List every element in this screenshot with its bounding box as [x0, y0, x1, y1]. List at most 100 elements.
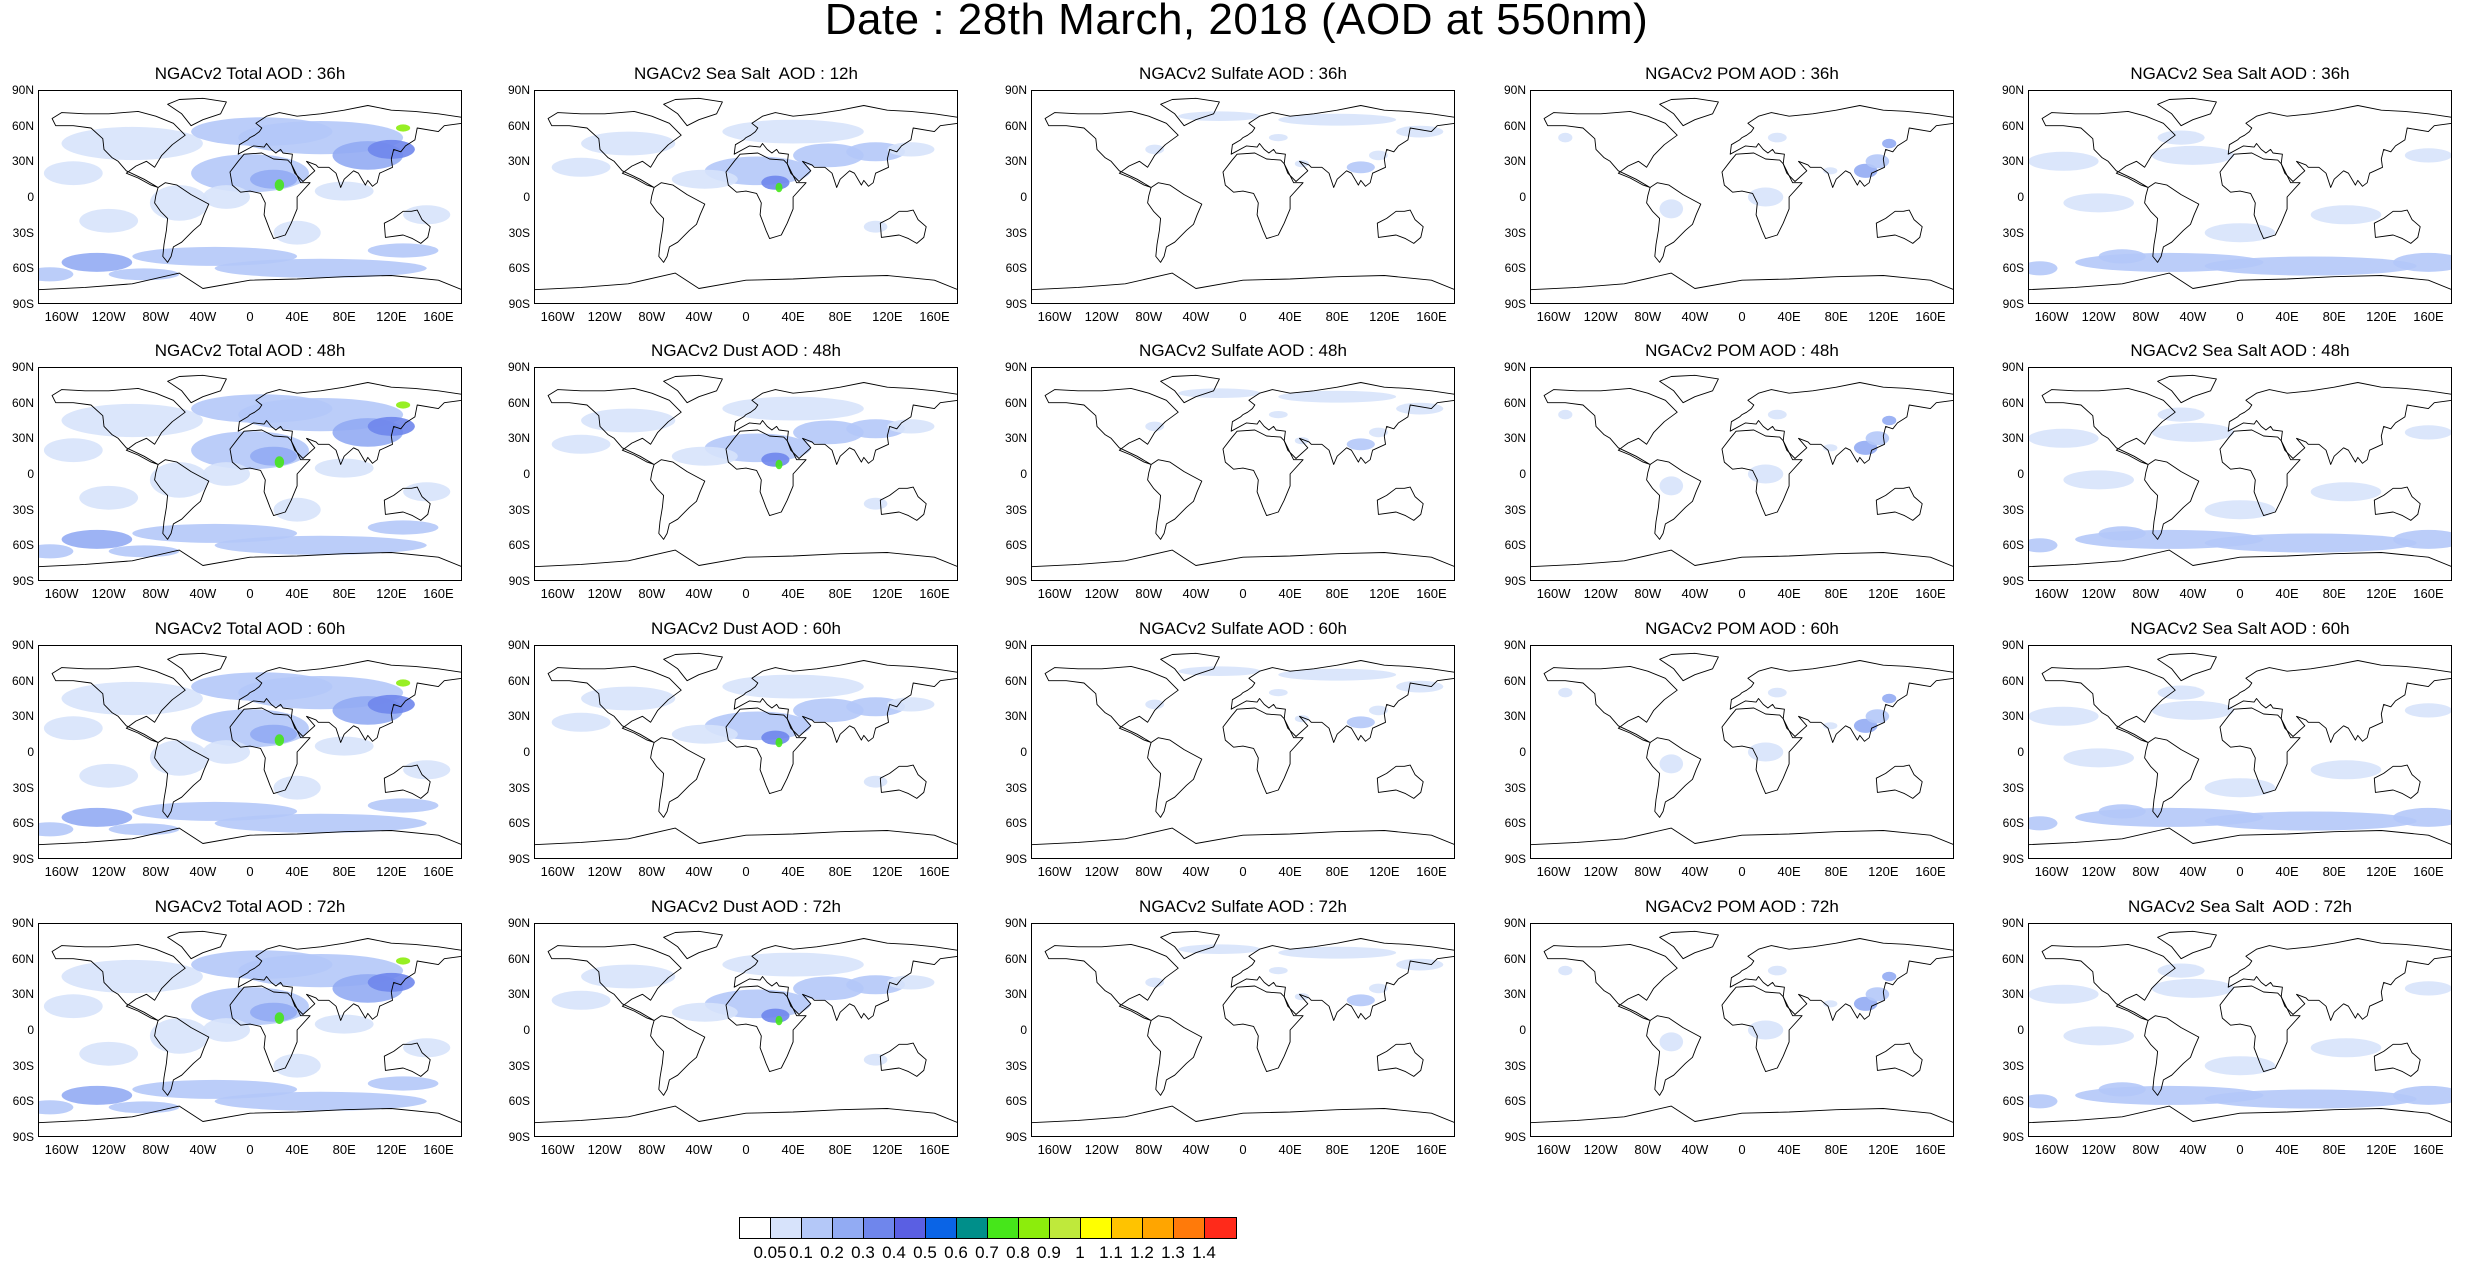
aod-map-plot [1031, 652, 1455, 859]
world-map [1031, 90, 1455, 304]
coastline [1721, 152, 1803, 240]
lon-tick-label: 40E [781, 309, 805, 324]
coastline [2028, 272, 2452, 304]
lon-tick-label: 80W [1135, 309, 1163, 324]
coastline [237, 105, 462, 188]
lat-tick-label: 90N [1004, 83, 1027, 97]
lat-tick-label: 30N [1004, 154, 1027, 169]
aod-contour [367, 1076, 439, 1091]
lat-tick-label: 30N [507, 709, 530, 724]
coastline [650, 737, 706, 818]
aod-contour [314, 1014, 374, 1034]
world-map [534, 923, 958, 1137]
world-map [38, 923, 462, 1137]
map-frame [1530, 923, 1954, 1137]
lat-tick-label: 90S [2002, 297, 2024, 311]
lat-tick-label: 90S [1005, 852, 1027, 866]
aod-map-plot [38, 97, 462, 304]
coastline [1659, 97, 1719, 127]
lon-tick-label: 160E [1416, 586, 1447, 601]
aod-contour [2028, 984, 2099, 1004]
lat-tick-label: 60S [1005, 538, 1027, 553]
lat-tick-label: 30N [507, 987, 530, 1002]
lat-tick-label: 30N [2001, 431, 2024, 446]
aod-contour [1659, 476, 1684, 496]
map-panel: NGACv2 POM AOD : 48h 90N 60N 30N 0 30S 60S 90S 1… [1492, 341, 1992, 621]
lon-tick-label: 80W [2132, 864, 2160, 879]
lon-tick-label: 160E [919, 864, 950, 879]
lon-tick-label: 120W [2081, 586, 2116, 601]
lon-tick-label: 40E [1777, 309, 1801, 324]
world-map [1530, 90, 1954, 304]
colorbar-label: 1.4 [1192, 1243, 1216, 1262]
map-panel: NGACv2 Total AOD : 48h 90N 60N 30N 0 30S 60S 90… [0, 341, 500, 621]
aod-contour [214, 258, 427, 278]
lat-tick-label: 30S [1005, 502, 1027, 517]
colorbar-swatch [1050, 1218, 1081, 1238]
lat-tick-label: 90S [1005, 297, 1027, 311]
aod-contour [722, 396, 864, 421]
lat-tick-label: 30N [1004, 987, 1027, 1002]
aod-contour [2151, 422, 2235, 442]
aod-contour [2157, 130, 2205, 145]
aod-map-plot [2028, 97, 2452, 304]
aod-contour [38, 822, 74, 837]
lat-tick-label: 30N [11, 709, 34, 724]
lon-tick-label: 40W [189, 1142, 217, 1157]
aod-map-plot [1530, 652, 1954, 859]
lon-tick-label: 0 [1239, 309, 1247, 324]
aod-contour [2204, 256, 2417, 276]
aod-contour [1268, 967, 1288, 975]
lon-tick-label: 80E [1824, 1142, 1848, 1157]
aod-contour [250, 1002, 298, 1022]
lat-tick-label: 90S [508, 852, 530, 866]
aod-contour [250, 724, 298, 744]
lon-tick-label: 80E [1325, 864, 1349, 879]
aod-contour [1396, 958, 1444, 971]
aod-map-plot [1031, 374, 1455, 581]
aod-contour [671, 169, 738, 189]
aod-contour [2157, 963, 2205, 978]
coastline [2157, 652, 2217, 682]
aod-contour [367, 694, 415, 714]
coastline [154, 182, 210, 263]
colorbar-swatch [802, 1218, 833, 1238]
map-frame [38, 90, 462, 304]
lat-tick-label: 60S [508, 538, 530, 553]
panel-title: NGACv2 Dust AOD : 72h [651, 897, 841, 916]
figure-title: Date : 28th March, 2018 (AOD at 550nm) [824, 0, 1649, 44]
aod-contour [2098, 1082, 2146, 1097]
lon-tick-label: 160W [540, 586, 575, 601]
aod-contour [775, 459, 783, 470]
lon-tick-label: 160E [2413, 1142, 2444, 1157]
lon-tick-label: 0 [1738, 1142, 1746, 1157]
lat-tick-label: 60N [1503, 395, 1526, 410]
aod-contour [273, 220, 321, 245]
aod-contour [43, 994, 103, 1019]
colorbar-swatch [771, 1218, 802, 1238]
world-map [38, 367, 462, 581]
lon-tick-label: 80W [638, 864, 666, 879]
lat-tick-label: 30S [12, 780, 34, 795]
lat-tick-label: 90S [1005, 1130, 1027, 1144]
panel-title: NGACv2 Total AOD : 72h [154, 897, 346, 916]
coastline [725, 707, 807, 795]
aod-contour [396, 957, 411, 965]
lon-tick-label: 160W [1536, 1142, 1571, 1157]
aod-contour [403, 1038, 451, 1058]
panel-title: NGACv2 Sea Salt AOD : 60h [2130, 619, 2350, 638]
aod-contour [2151, 145, 2235, 165]
lon-tick-label: 80W [1634, 864, 1662, 879]
lon-tick-label: 80E [1824, 864, 1848, 879]
coastline [1659, 652, 1719, 682]
world-map [534, 645, 958, 859]
lat-tick-label: 30S [508, 1058, 530, 1073]
aod-contour [2028, 428, 2099, 448]
aod-contour [79, 485, 139, 510]
coastline [2144, 1015, 2200, 1096]
lon-tick-label: 40W [2179, 586, 2207, 601]
lat-tick-label: 60S [12, 1094, 34, 1109]
aod-contour [1558, 132, 1573, 143]
coastline [1044, 943, 1179, 1021]
coastline [1646, 1015, 1702, 1096]
